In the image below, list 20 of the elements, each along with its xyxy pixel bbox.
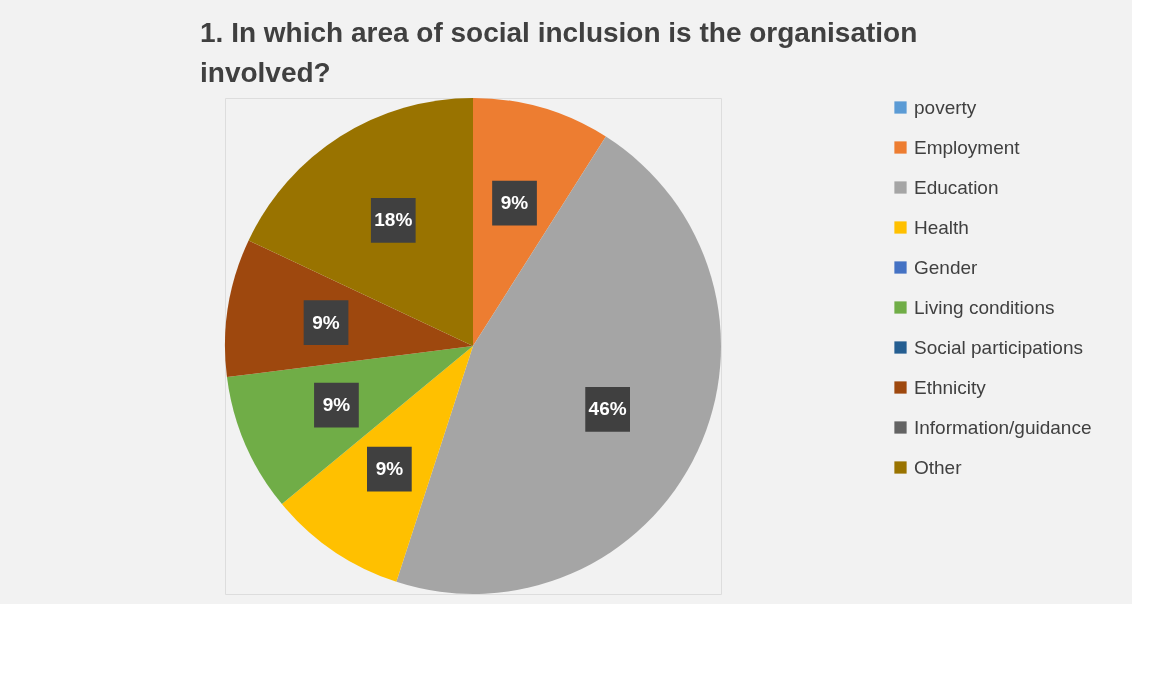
legend-label: Other bbox=[914, 456, 963, 478]
legend-label: Education bbox=[914, 176, 999, 198]
legend-label: Living conditions bbox=[914, 296, 1055, 318]
data-label: 9% bbox=[312, 311, 340, 333]
data-label: 46% bbox=[588, 398, 627, 420]
pie-slice bbox=[248, 98, 473, 346]
legend-label: Social participations bbox=[914, 336, 1083, 358]
data-label: 9% bbox=[500, 192, 529, 214]
chart-title: 1. In which area of social inclusion is the organisation involved? bbox=[200, 17, 918, 88]
legend-label: Ethnicity bbox=[914, 376, 987, 398]
pie-slice bbox=[473, 98, 606, 346]
legend-label: poverty bbox=[914, 96, 977, 118]
legend-label: Health bbox=[914, 216, 969, 238]
data-label: 9% bbox=[322, 394, 351, 416]
pie-slice bbox=[226, 346, 473, 505]
legend-label: Information/guidance bbox=[914, 416, 1092, 438]
data-label: 18% bbox=[374, 209, 413, 231]
data-label: 9% bbox=[375, 458, 404, 480]
legend-label: Employment bbox=[914, 136, 1021, 158]
legend-label: Gender bbox=[914, 256, 979, 278]
